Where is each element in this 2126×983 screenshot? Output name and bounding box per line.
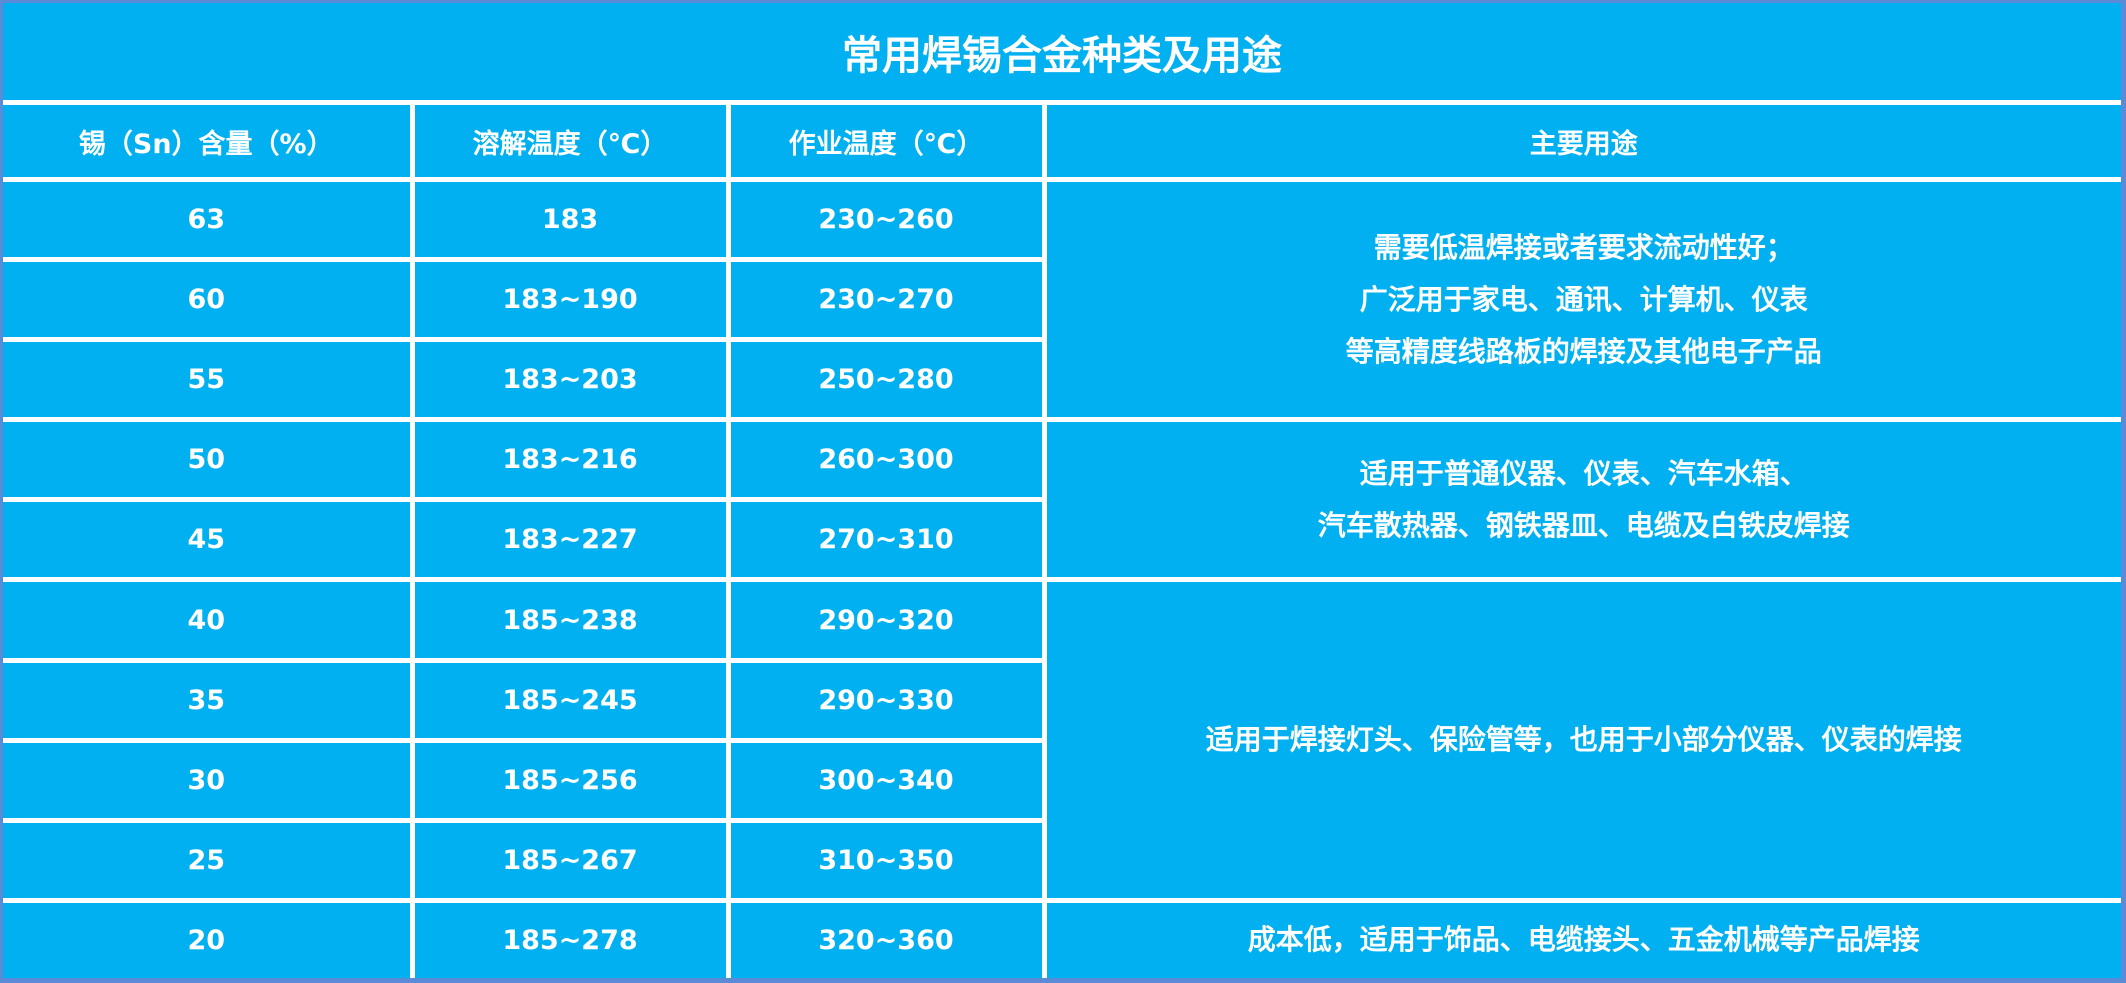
table-row: 50 183~216 260~300 适用于普通仪器、仪表、汽车水箱、 汽车散热…	[3, 417, 2121, 583]
header-tin-content: 锡（Sn）含量（%）	[3, 99, 415, 183]
working-temp-cell: 310~350	[725, 817, 1044, 903]
tin-content-cell: 40	[3, 577, 415, 663]
solder-alloy-table: 锡（Sn）含量（%） 溶解温度（℃） 作业温度（℃） 主要用途 63 183 2…	[3, 99, 2121, 978]
table-row: 35 185~245 290~330	[3, 657, 2121, 743]
melting-temp-cell: 185~278	[409, 897, 731, 978]
table-title: 常用焊锡合金种类及用途	[842, 33, 1282, 79]
use-line: 成本低，适用于饰品、电缆接头、五金机械等产品焊接	[1247, 923, 1920, 957]
tin-content-cell: 35	[3, 657, 415, 743]
use-cell: 适用于普通仪器、仪表、汽车水箱、 汽车散热器、钢铁器皿、电缆及白铁皮焊接	[1041, 417, 2121, 583]
table-row: 20 185~278 320~360 成本低，适用于饰品、电缆接头、五金机械等产…	[3, 897, 2121, 978]
use-line: 适用于普通仪器、仪表、汽车水箱、	[1359, 456, 1808, 490]
working-temp-cell: 290~320	[725, 577, 1047, 663]
table-row: 45 183~227 270~310	[3, 497, 2121, 583]
melting-temp-cell: 183~227	[409, 497, 731, 583]
header-working-temp: 作业温度（℃）	[725, 99, 1047, 183]
working-temp-cell: 270~310	[725, 497, 1044, 583]
use-line: 等高精度线路板的焊接及其他电子产品	[1345, 334, 1822, 368]
solder-alloy-table-frame: 常用焊锡合金种类及用途 锡（Sn）含量（%） 溶解温度（℃） 作业温度（℃） 主…	[3, 3, 2121, 978]
melting-temp-cell: 185~256	[409, 737, 731, 823]
tin-content-cell: 45	[3, 497, 415, 583]
use-line: 需要低温焊接或者要求流动性好；	[1373, 230, 1794, 264]
table-row: 40 185~238 290~320 适用于焊接灯头、保险管等，也用于小部分仪器…	[3, 577, 2121, 903]
tin-content-cell: 55	[3, 337, 415, 423]
use-line: 适用于焊接灯头、保险管等，也用于小部分仪器、仪表的焊接	[1205, 723, 1962, 757]
tin-content-cell: 50	[3, 417, 415, 503]
melting-temp-cell: 185~238	[409, 577, 731, 663]
melting-temp-cell: 183~216	[409, 417, 731, 503]
working-temp-cell: 230~270	[725, 257, 1044, 343]
melting-temp-cell: 185~245	[409, 657, 731, 743]
header-row: 锡（Sn）含量（%） 溶解温度（℃） 作业温度（℃） 主要用途	[3, 99, 2121, 183]
working-temp-cell: 290~330	[725, 657, 1044, 743]
use-cell: 适用于焊接灯头、保险管等，也用于小部分仪器、仪表的焊接	[1041, 577, 2121, 903]
use-line: 汽车散热器、钢铁器皿、电缆及白铁皮焊接	[1317, 508, 1850, 542]
table-row: 60 183~190 230~270	[3, 257, 2121, 343]
table-row: 30 185~256 300~340	[3, 737, 2121, 823]
header-main-use: 主要用途	[1041, 99, 2121, 183]
melting-temp-cell: 183	[409, 177, 731, 263]
use-cell: 需要低温焊接或者要求流动性好； 广泛用于家电、通讯、计算机、仪表 等高精度线路板…	[1041, 177, 2121, 423]
working-temp-cell: 300~340	[725, 737, 1044, 823]
tin-content-cell: 20	[3, 897, 415, 978]
working-temp-cell: 230~260	[725, 177, 1047, 263]
working-temp-cell: 320~360	[725, 897, 1047, 978]
table-row: 55 183~203 250~280	[3, 337, 2121, 423]
working-temp-cell: 260~300	[725, 417, 1047, 503]
table-row: 63 183 230~260 需要低温焊接或者要求流动性好； 广泛用于家电、通讯…	[3, 177, 2121, 423]
working-temp-cell: 250~280	[725, 337, 1044, 423]
use-line: 广泛用于家电、通讯、计算机、仪表	[1359, 282, 1808, 316]
tin-content-cell: 30	[3, 737, 415, 823]
use-cell: 成本低，适用于饰品、电缆接头、五金机械等产品焊接	[1041, 897, 2121, 978]
tin-content-cell: 25	[3, 817, 415, 903]
melting-temp-cell: 185~267	[409, 817, 731, 903]
melting-temp-cell: 183~190	[409, 257, 731, 343]
table-row: 25 185~267 310~350	[3, 817, 2121, 903]
tin-content-cell: 60	[3, 257, 415, 343]
melting-temp-cell: 183~203	[409, 337, 731, 423]
header-melting-temp: 溶解温度（℃）	[409, 99, 731, 183]
tin-content-cell: 63	[3, 177, 415, 263]
